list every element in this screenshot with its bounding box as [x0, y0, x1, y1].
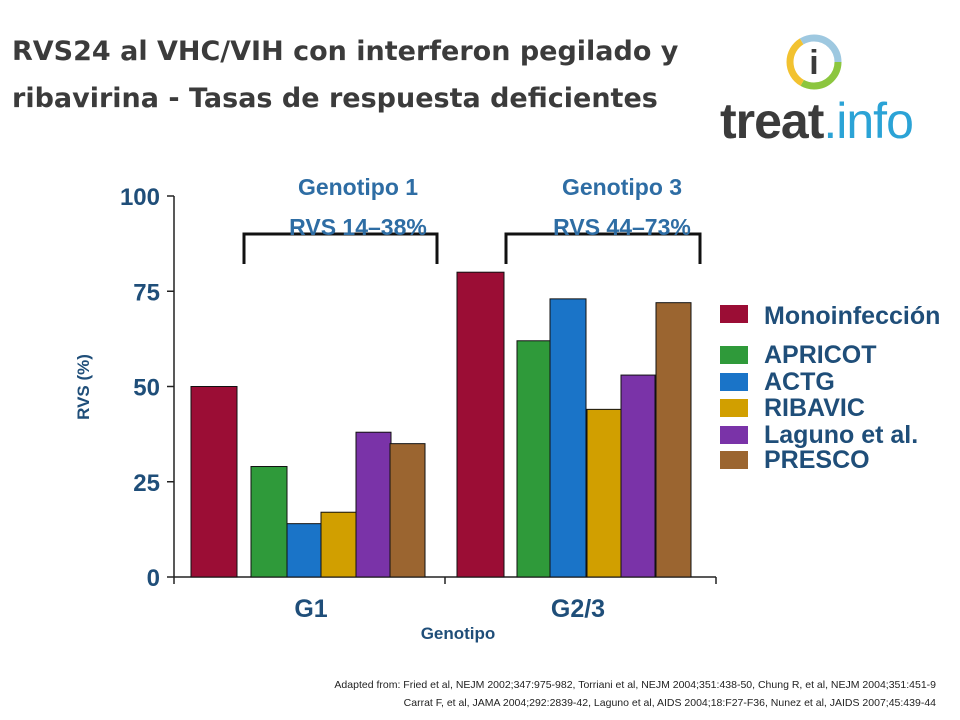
bar	[320, 511, 357, 578]
group-annotation-title: Genotipo 3	[562, 174, 682, 200]
bar	[190, 386, 238, 578]
legend-swatch	[720, 451, 748, 469]
legend-label: ACTG	[764, 368, 835, 396]
legend-label: Monoinfección	[764, 302, 941, 330]
legend-swatch	[720, 346, 748, 364]
group-annotation-title: Genotipo 1	[298, 174, 418, 200]
info-badge-icon: i	[786, 34, 842, 90]
y-tick-label: 25	[133, 470, 160, 497]
title-line-1: RVS24 al VHC/VIH con interferon pegilado…	[12, 36, 679, 67]
bar	[516, 340, 552, 578]
footnote-line-2: Carrat F, et al, JAMA 2004;292:2839-42, …	[403, 697, 936, 709]
legend-swatch	[720, 373, 748, 391]
footnote-line-1: Adapted from: Fried et al, NEJM 2002;347…	[334, 679, 936, 691]
bar	[586, 408, 622, 578]
group-bracket	[504, 232, 702, 264]
y-axis-title: RVS (%)	[74, 354, 93, 420]
y-tick-label: 50	[133, 375, 160, 402]
bar	[250, 466, 288, 578]
info-badge-letter: i	[809, 44, 818, 82]
logo-text-light: .info	[823, 93, 914, 149]
legend-swatch	[720, 305, 748, 323]
group-annotation-range: RVS 44–73%	[553, 214, 691, 240]
group-bracket	[242, 232, 439, 264]
legend-label: Laguno et al.	[764, 421, 919, 449]
y-tick-label: 0	[147, 565, 160, 592]
x-category-label: G2/3	[551, 595, 605, 623]
title-line-2: ribavirina - Tasas de respuesta deficien…	[12, 83, 658, 114]
bar	[549, 298, 587, 578]
bar	[389, 443, 426, 578]
legend-label: PRESCO	[764, 446, 870, 474]
x-category-label: G1	[294, 595, 327, 623]
bar	[355, 431, 392, 578]
x-axis-title: Genotipo	[421, 624, 496, 643]
logo-wordmark: treat.info	[720, 92, 914, 150]
bar	[286, 523, 322, 578]
legend-label: RIBAVIC	[764, 394, 865, 422]
references-footnote: Adapted from: Fried et al, NEJM 2002;347…	[334, 676, 936, 712]
bar	[456, 271, 505, 578]
y-tick-label: 100	[120, 184, 160, 211]
legend-swatch	[720, 399, 748, 417]
group-annotation-range: RVS 14–38%	[289, 214, 427, 240]
bar	[655, 302, 692, 578]
legend-label: APRICOT	[764, 341, 877, 369]
bar-chart: 0 25 50 75 100 G1 G2/3 Genotipo RVS (%) Genotipo …	[74, 174, 717, 643]
bar	[620, 374, 656, 578]
treat-info-logo: i treat.info	[720, 30, 920, 150]
logo-text-dark: treat	[720, 93, 824, 149]
y-tick-label: 75	[133, 279, 160, 306]
legend-swatch	[720, 426, 748, 444]
slide-title: RVS24 al VHC/VIH con interferon pegilado…	[12, 28, 712, 122]
